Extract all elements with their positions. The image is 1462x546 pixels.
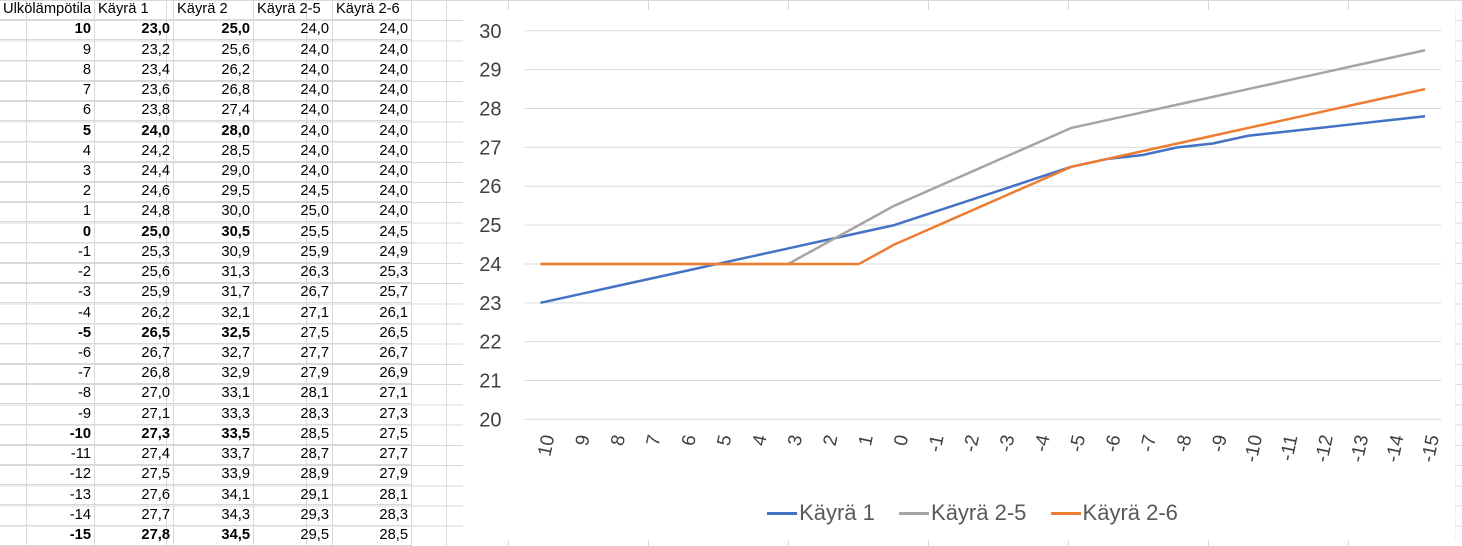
svg-text:22: 22 [479, 332, 501, 354]
svg-text:27: 27 [479, 137, 501, 159]
svg-text:21: 21 [479, 370, 501, 392]
svg-text:-4: -4 [1031, 433, 1055, 454]
svg-text:-7: -7 [1137, 433, 1161, 454]
svg-text:-13: -13 [1347, 433, 1373, 464]
svg-text:20: 20 [479, 409, 501, 431]
svg-text:0: 0 [890, 433, 913, 448]
svg-text:28: 28 [479, 98, 501, 120]
svg-text:-3: -3 [995, 433, 1019, 454]
svg-text:26: 26 [479, 176, 501, 198]
svg-text:-15: -15 [1418, 433, 1444, 464]
svg-text:-5: -5 [1066, 433, 1090, 454]
svg-text:-11: -11 [1276, 433, 1302, 463]
svg-text:-2: -2 [960, 433, 984, 454]
svg-text:10: 10 [534, 433, 559, 458]
svg-text:6: 6 [678, 433, 701, 448]
svg-text:23: 23 [479, 293, 501, 315]
svg-text:-6: -6 [1101, 433, 1125, 454]
svg-text:30: 30 [479, 21, 501, 43]
svg-text:-14: -14 [1382, 433, 1408, 465]
svg-text:-12: -12 [1312, 433, 1338, 464]
svg-text:4: 4 [749, 433, 772, 448]
svg-text:1: 1 [855, 433, 878, 448]
svg-text:8: 8 [607, 433, 630, 448]
svg-text:3: 3 [784, 433, 807, 448]
svg-text:24: 24 [479, 254, 501, 276]
svg-text:25: 25 [479, 215, 501, 237]
svg-text:-1: -1 [925, 433, 949, 454]
svg-text:9: 9 [572, 433, 595, 448]
svg-text:-8: -8 [1172, 433, 1196, 454]
svg-text:7: 7 [643, 433, 666, 448]
svg-text:29: 29 [479, 60, 501, 82]
svg-text:2: 2 [820, 433, 843, 448]
svg-text:5: 5 [714, 433, 737, 448]
svg-text:-10: -10 [1241, 433, 1267, 464]
svg-text:-9: -9 [1208, 433, 1232, 454]
